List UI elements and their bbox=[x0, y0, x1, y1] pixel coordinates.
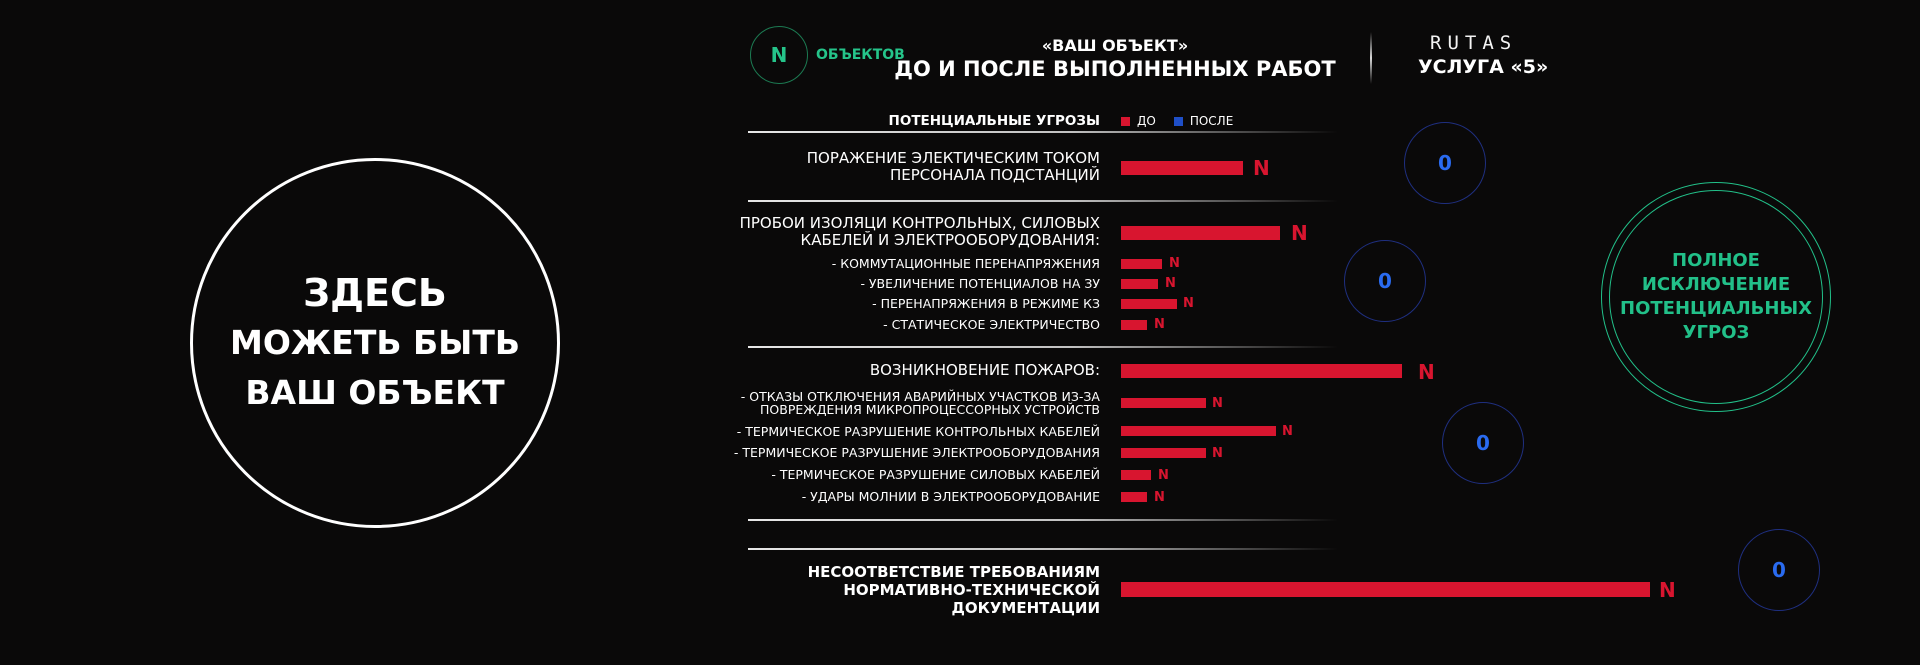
threat-electric-bar bbox=[1121, 161, 1243, 175]
object-placeholder-line1: ЗДЕСЬ bbox=[303, 271, 447, 315]
threat-noncompliance-label: НЕСООТВЕТСТВИЕ ТРЕБОВАНИЯМ НОРМАТИВНО-ТЕ… bbox=[808, 563, 1100, 617]
page-title-object: «ВАШ ОБЪЕКТ» bbox=[1041, 36, 1189, 55]
page-title-main: ДО И ПОСЛЕ ВЫПОЛНЕННЫХ РАБОТ bbox=[894, 57, 1336, 81]
threat-fires-after-circle: 0 bbox=[1442, 402, 1524, 484]
threat-fires-sub-bar bbox=[1121, 492, 1147, 502]
threat-insulation-label-line2: КАБЕЛЕЙ И ЭЛЕКТРООБОРУДОВАНИЯ: bbox=[800, 231, 1100, 249]
threat-fires-sub-value: N bbox=[1212, 396, 1223, 411]
threat-fires-sub-value: N bbox=[1212, 446, 1223, 461]
result-line2: ИСКЛЮЧЕНИЕ bbox=[1641, 274, 1791, 295]
threat-fires-sub-label-line2: ПОВРЕЖДЕНИЯ МИКРОПРОЦЕССОРНЫХ УСТРОЙСТВ bbox=[760, 402, 1100, 417]
threats-heading: ПОТЕНЦИАЛЬНЫЕ УГРОЗЫ bbox=[888, 113, 1100, 129]
threat-noncompliance-label-line2: НОРМАТИВНО-ТЕХНИЧЕСКОЙ bbox=[843, 581, 1100, 599]
threat-fires-sub-value: N bbox=[1282, 424, 1293, 439]
threat-fires-sub-value: N bbox=[1154, 490, 1165, 505]
legend-label-after: ПОСЛЕ bbox=[1189, 114, 1234, 128]
section-divider bbox=[748, 548, 1338, 550]
result-line3: ПОТЕНЦИАЛЬНЫХ bbox=[1620, 298, 1812, 319]
threat-fires-sub-bar bbox=[1121, 470, 1151, 480]
threat-electric-label-line1: ПОРАЖЕНИЕ ЭЛЕКТИЧЕСКИМ ТОКОМ bbox=[806, 149, 1100, 167]
result-circle: ПОЛНОЕ ИСКЛЮЧЕНИЕ ПОТЕНЦИАЛЬНЫХ УГРОЗ bbox=[1609, 190, 1823, 404]
threat-insulation-sub-value: N bbox=[1154, 317, 1165, 332]
result-circle-outer bbox=[1601, 182, 1831, 412]
threat-insulation-sub-value: N bbox=[1183, 296, 1194, 311]
page-title: «ВАШ ОБЪЕКТ» ДО И ПОСЛЕ ВЫПОЛНЕННЫХ РАБО… bbox=[880, 36, 1350, 82]
threat-insulation-sub-label: - КОММУТАЦИОННЫЕ ПЕРЕНАПРЯЖЕНИЯ bbox=[831, 256, 1100, 271]
threat-insulation-sub-bar bbox=[1121, 279, 1158, 289]
threat-electric-after-circle: 0 bbox=[1404, 122, 1486, 204]
objects-count-label: ОБЪЕКТОВ bbox=[816, 47, 905, 63]
threat-fires-sub-bar bbox=[1121, 398, 1206, 408]
header-divider bbox=[1370, 32, 1372, 84]
section-divider bbox=[748, 346, 1338, 348]
threat-noncompliance-label-line3: ДОКУМЕНТАЦИИ bbox=[951, 599, 1100, 617]
threat-fires-sub-label-line1: - ОТКАЗЫ ОТКЛЮЧЕНИЯ АВАРИЙНЫХ УЧАСТКОВ И… bbox=[740, 389, 1100, 404]
threat-insulation-label-line1: ПРОБОИ ИЗОЛЯЦИ КОНТРОЛЬНЫХ, СИЛОВЫХ bbox=[739, 214, 1100, 232]
threat-fires-sub-label: - ТЕРМИЧЕСКОЕ РАЗРУШЕНИЕ ЭЛЕКТРООБОРУДОВ… bbox=[733, 445, 1100, 460]
threat-fires-bar bbox=[1121, 364, 1402, 378]
object-placeholder-line3: ВАШ ОБЪЕКТ bbox=[245, 373, 505, 412]
threat-insulation-value: N bbox=[1291, 221, 1308, 245]
threat-fires-label: ВОЗНИКНОВЕНИЕ ПОЖАРОВ: bbox=[869, 361, 1100, 379]
threat-insulation-sub-bar bbox=[1121, 299, 1177, 309]
threat-fires-value: N bbox=[1418, 360, 1435, 384]
object-placeholder-line2: МОЖЕТЬ БЫТЬ bbox=[230, 323, 520, 362]
threat-noncompliance-bar bbox=[1121, 582, 1650, 597]
threat-fires-sub-label: - ТЕРМИЧЕСКОЕ РАЗРУШЕНИЕ КОНТРОЛЬНЫХ КАБ… bbox=[736, 424, 1100, 439]
threat-fires-sub-value: N bbox=[1158, 468, 1169, 483]
threat-insulation-label: ПРОБОИ ИЗОЛЯЦИ КОНТРОЛЬНЫХ, СИЛОВЫХ КАБЕ… bbox=[740, 215, 1100, 249]
threat-insulation-sub-label: - ПЕРЕНАПРЯЖЕНИЯ В РЕЖИМЕ КЗ bbox=[872, 296, 1100, 311]
brand-logo: RUTAS bbox=[1430, 32, 1518, 54]
threat-electric-label-line2: ПЕРСОНАЛА ПОДСТАНЦИЙ bbox=[890, 166, 1100, 184]
threat-insulation-sub-value: N bbox=[1165, 276, 1176, 291]
section-divider bbox=[748, 131, 1338, 133]
legend-item-before: ДО bbox=[1121, 114, 1156, 128]
threat-fires-sub-bar bbox=[1121, 426, 1276, 436]
threat-noncompliance-value: N bbox=[1659, 578, 1676, 602]
legend-swatch-before bbox=[1121, 116, 1130, 126]
object-placeholder-circle: ЗДЕСЬ МОЖЕТЬ БЫТЬ ВАШ ОБЪЕКТ bbox=[190, 158, 560, 528]
threat-fires-sub-bar bbox=[1121, 448, 1206, 458]
threat-fires-sub-label: - ОТКАЗЫ ОТКЛЮЧЕНИЯ АВАРИЙНЫХ УЧАСТКОВ И… bbox=[741, 390, 1100, 416]
threat-insulation-bar bbox=[1121, 226, 1280, 240]
threat-insulation-sub-label: - СТАТИЧЕСКОЕ ЭЛЕКТРИЧЕСТВО bbox=[883, 317, 1100, 332]
threat-noncompliance-after-circle: 0 bbox=[1738, 529, 1820, 611]
threat-insulation-after-circle: 0 bbox=[1344, 240, 1426, 322]
threat-electric-value: N bbox=[1253, 156, 1270, 180]
threat-insulation-sub-value: N bbox=[1169, 256, 1180, 271]
service-label: УСЛУГА «5» bbox=[1418, 56, 1549, 78]
result-line4: УГРОЗ bbox=[1682, 322, 1750, 343]
threat-electric-label: ПОРАЖЕНИЕ ЭЛЕКТИЧЕСКИМ ТОКОМ ПЕРСОНАЛА П… bbox=[807, 150, 1100, 184]
threat-noncompliance-label-line1: НЕСООТВЕТСТВИЕ ТРЕБОВАНИЯМ bbox=[807, 563, 1100, 581]
threat-fires-sub-label: - ТЕРМИЧЕСКОЕ РАЗРУШЕНИЕ СИЛОВЫХ КАБЕЛЕЙ bbox=[771, 467, 1100, 482]
objects-count-badge: N bbox=[750, 26, 808, 84]
section-divider bbox=[748, 200, 1338, 202]
threat-insulation-sub-bar bbox=[1121, 320, 1147, 330]
legend: ДО ПОСЛЕ bbox=[1121, 114, 1251, 128]
legend-item-after: ПОСЛЕ bbox=[1173, 114, 1234, 128]
legend-label-before: ДО bbox=[1137, 114, 1156, 128]
threat-insulation-sub-label: - УВЕЛИЧЕНИЕ ПОТЕНЦИАЛОВ НА ЗУ bbox=[860, 276, 1100, 291]
result-line1: ПОЛНОЕ bbox=[1672, 250, 1760, 271]
section-divider bbox=[748, 519, 1338, 521]
threat-insulation-sub-bar bbox=[1121, 259, 1162, 269]
legend-swatch-after bbox=[1173, 116, 1183, 126]
threat-fires-sub-label: - УДАРЫ МОЛНИИ В ЭЛЕКТРООБОРУДОВАНИЕ bbox=[801, 489, 1100, 504]
